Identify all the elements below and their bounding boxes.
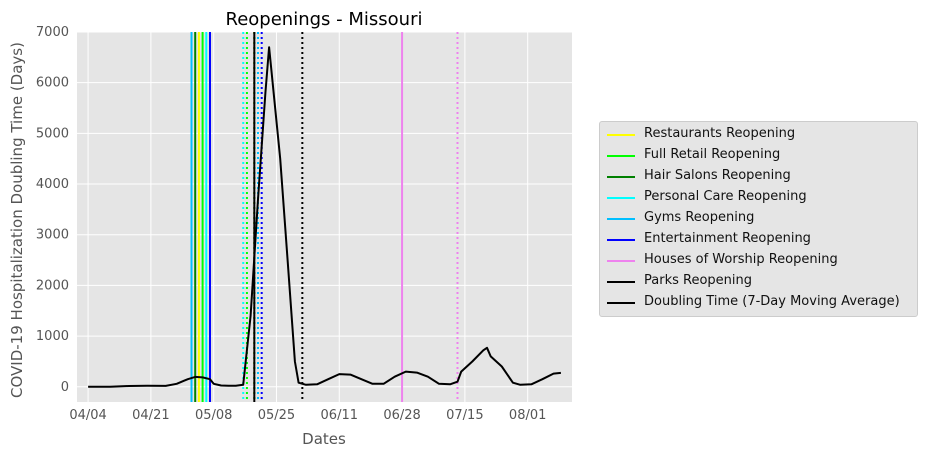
legend-entry: Houses of Worship Reopening <box>600 250 917 271</box>
y-tick-label: 1000 <box>36 329 69 344</box>
reopening-markers <box>190 32 459 402</box>
legend-swatch <box>607 155 635 157</box>
series-line <box>88 46 561 388</box>
legend-label: Hair Salons Reopening <box>644 168 791 183</box>
grid <box>77 31 572 402</box>
legend: Restaurants Reopening Full Retail Reopeni… <box>599 121 918 317</box>
x-tick-label: 05/25 <box>258 408 295 423</box>
legend-swatch <box>607 218 635 220</box>
legend-swatch <box>607 302 635 304</box>
series <box>88 46 561 388</box>
x-tick-label: 06/28 <box>383 408 420 423</box>
legend-swatch <box>607 197 635 199</box>
x-axis-label: Dates <box>302 430 346 448</box>
legend-label: Gyms Reopening <box>644 210 755 225</box>
legend-label: Personal Care Reopening <box>644 189 807 204</box>
legend-label: Restaurants Reopening <box>644 126 796 141</box>
y-axis-label: COVID-19 Hospitalization Doubling Time (… <box>8 42 26 398</box>
x-tick-label: 05/08 <box>195 408 232 423</box>
y-tick-label: 2000 <box>36 278 69 293</box>
plot-background <box>77 32 572 402</box>
y-tick-label: 5000 <box>36 126 69 141</box>
x-tick-labels: 04/04 04/21 05/08 05/25 06/11 06/28 07/15 08/01 <box>69 408 546 423</box>
legend-swatch <box>607 239 635 241</box>
legend-entry: Personal Care Reopening <box>600 187 917 208</box>
y-tick-label: 7000 <box>36 25 69 40</box>
legend-entry: Restaurants Reopening <box>600 124 917 145</box>
x-tick-label: 04/21 <box>132 408 169 423</box>
legend-entry: Gyms Reopening <box>600 208 917 229</box>
legend-swatch <box>607 176 635 178</box>
legend-entry: Parks Reopening <box>600 271 917 292</box>
legend-swatch <box>607 260 635 262</box>
legend-label: Houses of Worship Reopening <box>644 252 838 267</box>
legend-label: Entertainment Reopening <box>644 231 811 246</box>
legend-label: Doubling Time (7-Day Moving Average) <box>644 294 900 309</box>
y-tick-label: 6000 <box>36 76 69 91</box>
y-tick-label: 0 <box>61 380 69 395</box>
x-tick-label: 04/04 <box>69 408 106 423</box>
legend-swatch <box>607 134 635 136</box>
legend-label: Full Retail Reopening <box>644 147 781 162</box>
y-tick-label: 3000 <box>36 228 69 243</box>
chart-title: Reopenings - Missouri <box>226 9 423 30</box>
x-tick-label: 07/15 <box>446 408 483 423</box>
x-tick-label: 08/01 <box>509 408 546 423</box>
legend-entry: Entertainment Reopening <box>600 229 917 250</box>
x-tick-label: 06/11 <box>321 408 358 423</box>
legend-entry: Doubling Time (7-Day Moving Average) <box>600 292 917 313</box>
legend-entry: Hair Salons Reopening <box>600 166 917 187</box>
y-tick-label: 4000 <box>36 177 69 192</box>
legend-label: Parks Reopening <box>644 273 752 288</box>
legend-entry: Full Retail Reopening <box>600 145 917 166</box>
legend-swatch <box>607 281 635 283</box>
y-tick-labels: 0 1000 2000 3000 4000 5000 6000 7000 <box>36 25 69 395</box>
